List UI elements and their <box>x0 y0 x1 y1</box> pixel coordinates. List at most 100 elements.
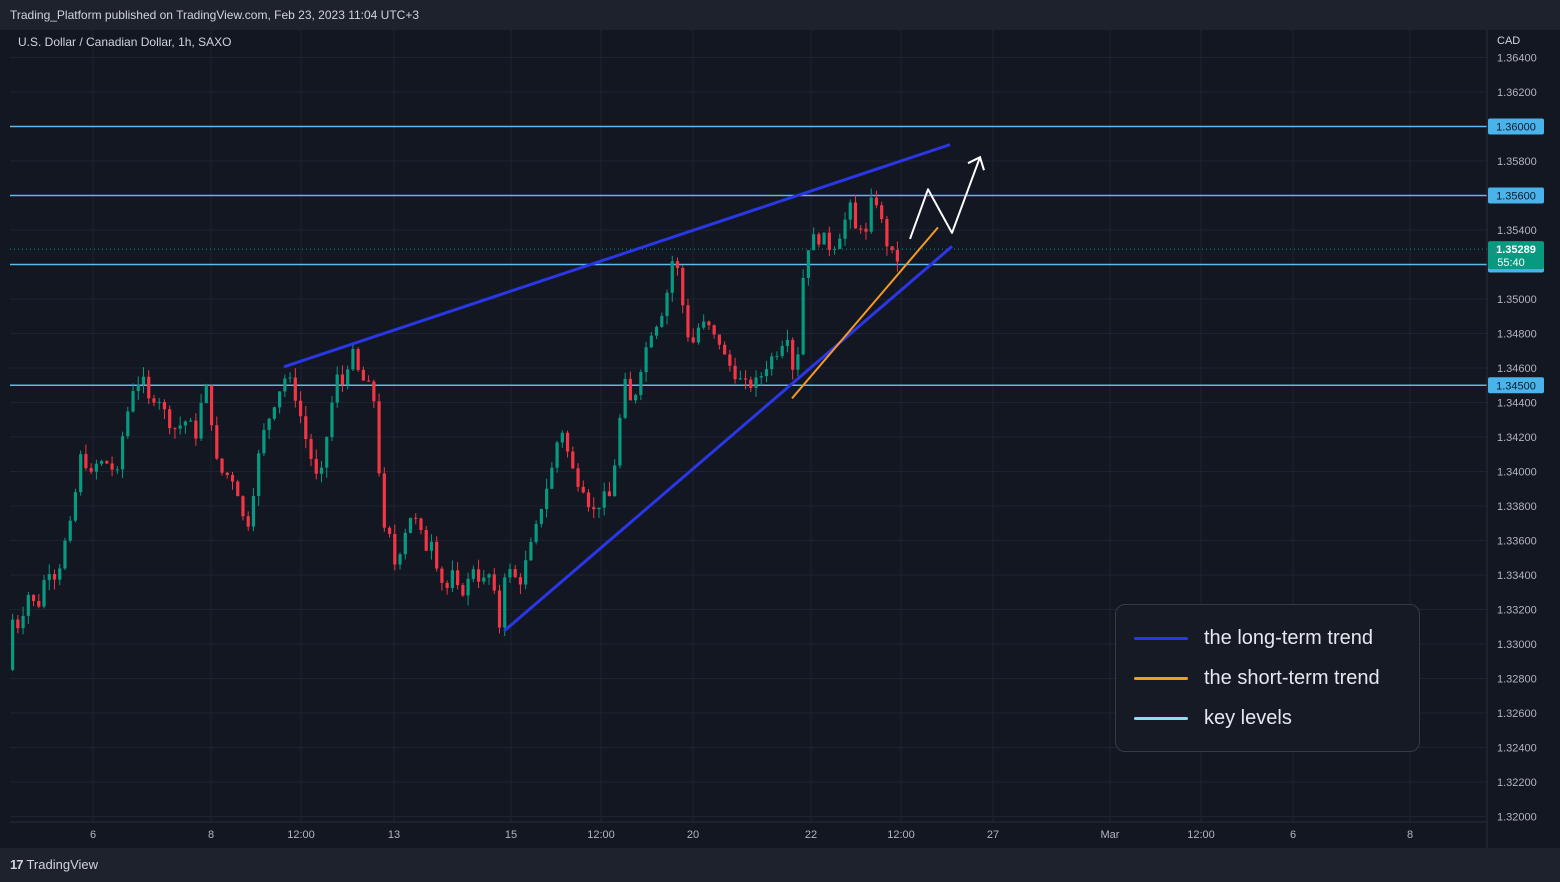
candle-body <box>267 418 271 430</box>
candle-body <box>361 369 365 381</box>
candle-body <box>665 292 669 316</box>
price-tick-label: 1.32000 <box>1497 812 1537 824</box>
candle-body <box>780 345 784 356</box>
candle-body <box>723 344 727 355</box>
candle-body <box>340 374 345 385</box>
candle-body <box>209 385 214 426</box>
time-tick-label: 12:00 <box>887 829 915 841</box>
candle-body <box>440 568 444 583</box>
candle-body <box>115 469 119 471</box>
legend-swatch-short-term <box>1134 677 1188 680</box>
candle-body <box>592 507 596 510</box>
price-tick-label: 1.33000 <box>1497 639 1537 651</box>
candle-body <box>105 461 109 464</box>
candle-body <box>246 516 250 527</box>
candle-body <box>487 574 491 578</box>
candle-body <box>272 407 276 419</box>
candle-body <box>628 378 632 401</box>
candle-body <box>461 585 465 596</box>
candle-body <box>298 400 303 417</box>
legend-box: the long-term trend the short-term trend… <box>1115 604 1420 752</box>
candle-body <box>63 540 67 569</box>
candle-body <box>581 486 585 493</box>
candle-body <box>822 232 826 245</box>
candle-body <box>241 496 245 517</box>
candle-body <box>806 250 810 278</box>
candle-body <box>885 219 889 247</box>
candle-body <box>503 577 507 628</box>
price-tick-label: 1.33600 <box>1497 536 1537 548</box>
candle-body <box>492 574 496 591</box>
candle-body <box>728 354 732 366</box>
long-term-trendline <box>283 143 951 369</box>
candle-body <box>325 437 329 468</box>
candle-body <box>565 432 570 452</box>
candle-body <box>880 205 884 220</box>
candle-body <box>843 219 847 239</box>
price-tick-label: 1.35000 <box>1497 294 1537 306</box>
candle-body <box>508 569 512 578</box>
price-tick-label: 1.35400 <box>1497 225 1537 237</box>
candle-body <box>586 492 591 508</box>
tradingview-brand[interactable]: 17 TradingView <box>10 857 98 872</box>
legend-label-long-term: the long-term trend <box>1204 627 1373 649</box>
price-tick-label: 1.36200 <box>1497 87 1537 99</box>
candle-body <box>874 197 879 206</box>
candle-body <box>660 315 664 327</box>
candle-body <box>670 261 674 293</box>
candle-body <box>220 458 224 473</box>
candle-body <box>52 574 57 580</box>
time-tick-label: 12:00 <box>587 829 615 841</box>
candle-body <box>304 416 308 440</box>
published-info: Trading_Platform published on TradingVie… <box>10 8 420 22</box>
candle-body <box>571 451 575 469</box>
long-term-trendline <box>503 245 953 633</box>
candle-body <box>482 577 486 582</box>
price-tick-label: 1.33800 <box>1497 501 1537 513</box>
candle-body <box>31 594 36 602</box>
candle-body <box>717 334 721 345</box>
candle-body <box>890 246 894 251</box>
candle-body <box>681 268 685 306</box>
candle-body <box>236 481 240 497</box>
candle-body <box>372 381 376 402</box>
candle-body <box>288 377 292 379</box>
legend-label-key-levels: key levels <box>1204 707 1292 729</box>
candle-body <box>262 429 266 454</box>
candle-body <box>613 465 617 497</box>
key-level-label: 1.34500 <box>1496 380 1536 392</box>
candle-body <box>770 356 774 370</box>
candle-body <box>230 475 235 482</box>
candle-body <box>450 570 454 588</box>
key-level-badge <box>1488 118 1544 135</box>
candle-body <box>194 420 198 439</box>
key-level-badge <box>1488 187 1544 204</box>
candle-body <box>524 560 528 585</box>
candle-body <box>560 432 564 443</box>
candle-body <box>466 578 470 596</box>
price-tick-label: 1.34400 <box>1497 398 1537 410</box>
candle-body <box>712 325 716 335</box>
candle-body <box>775 355 779 357</box>
price-tick-label: 1.34800 <box>1497 329 1537 341</box>
candle-body <box>895 250 899 262</box>
candle-body <box>89 468 93 472</box>
price-tick-label: 1.35800 <box>1497 156 1537 168</box>
price-axis: CAD 1.36400 1.36200 1.35800 1.35400 1.35000 1.… <box>1486 30 1537 848</box>
time-tick-label: Mar <box>1101 829 1120 841</box>
candle-body <box>545 488 549 510</box>
candle-body <box>743 378 748 380</box>
time-tick-label: 20 <box>687 829 699 841</box>
brand-label: TradingView <box>26 857 99 872</box>
candle-body <box>764 369 769 377</box>
candle-body <box>403 532 407 555</box>
candle-body <box>796 354 800 370</box>
price-tick-label: 1.32400 <box>1497 743 1537 755</box>
candle-body <box>754 377 758 388</box>
candle-body <box>131 391 135 412</box>
candle-body <box>126 411 130 437</box>
candle-body <box>152 398 156 403</box>
candle-body <box>696 327 701 343</box>
candle-body <box>785 339 790 346</box>
candle-body <box>110 463 114 470</box>
